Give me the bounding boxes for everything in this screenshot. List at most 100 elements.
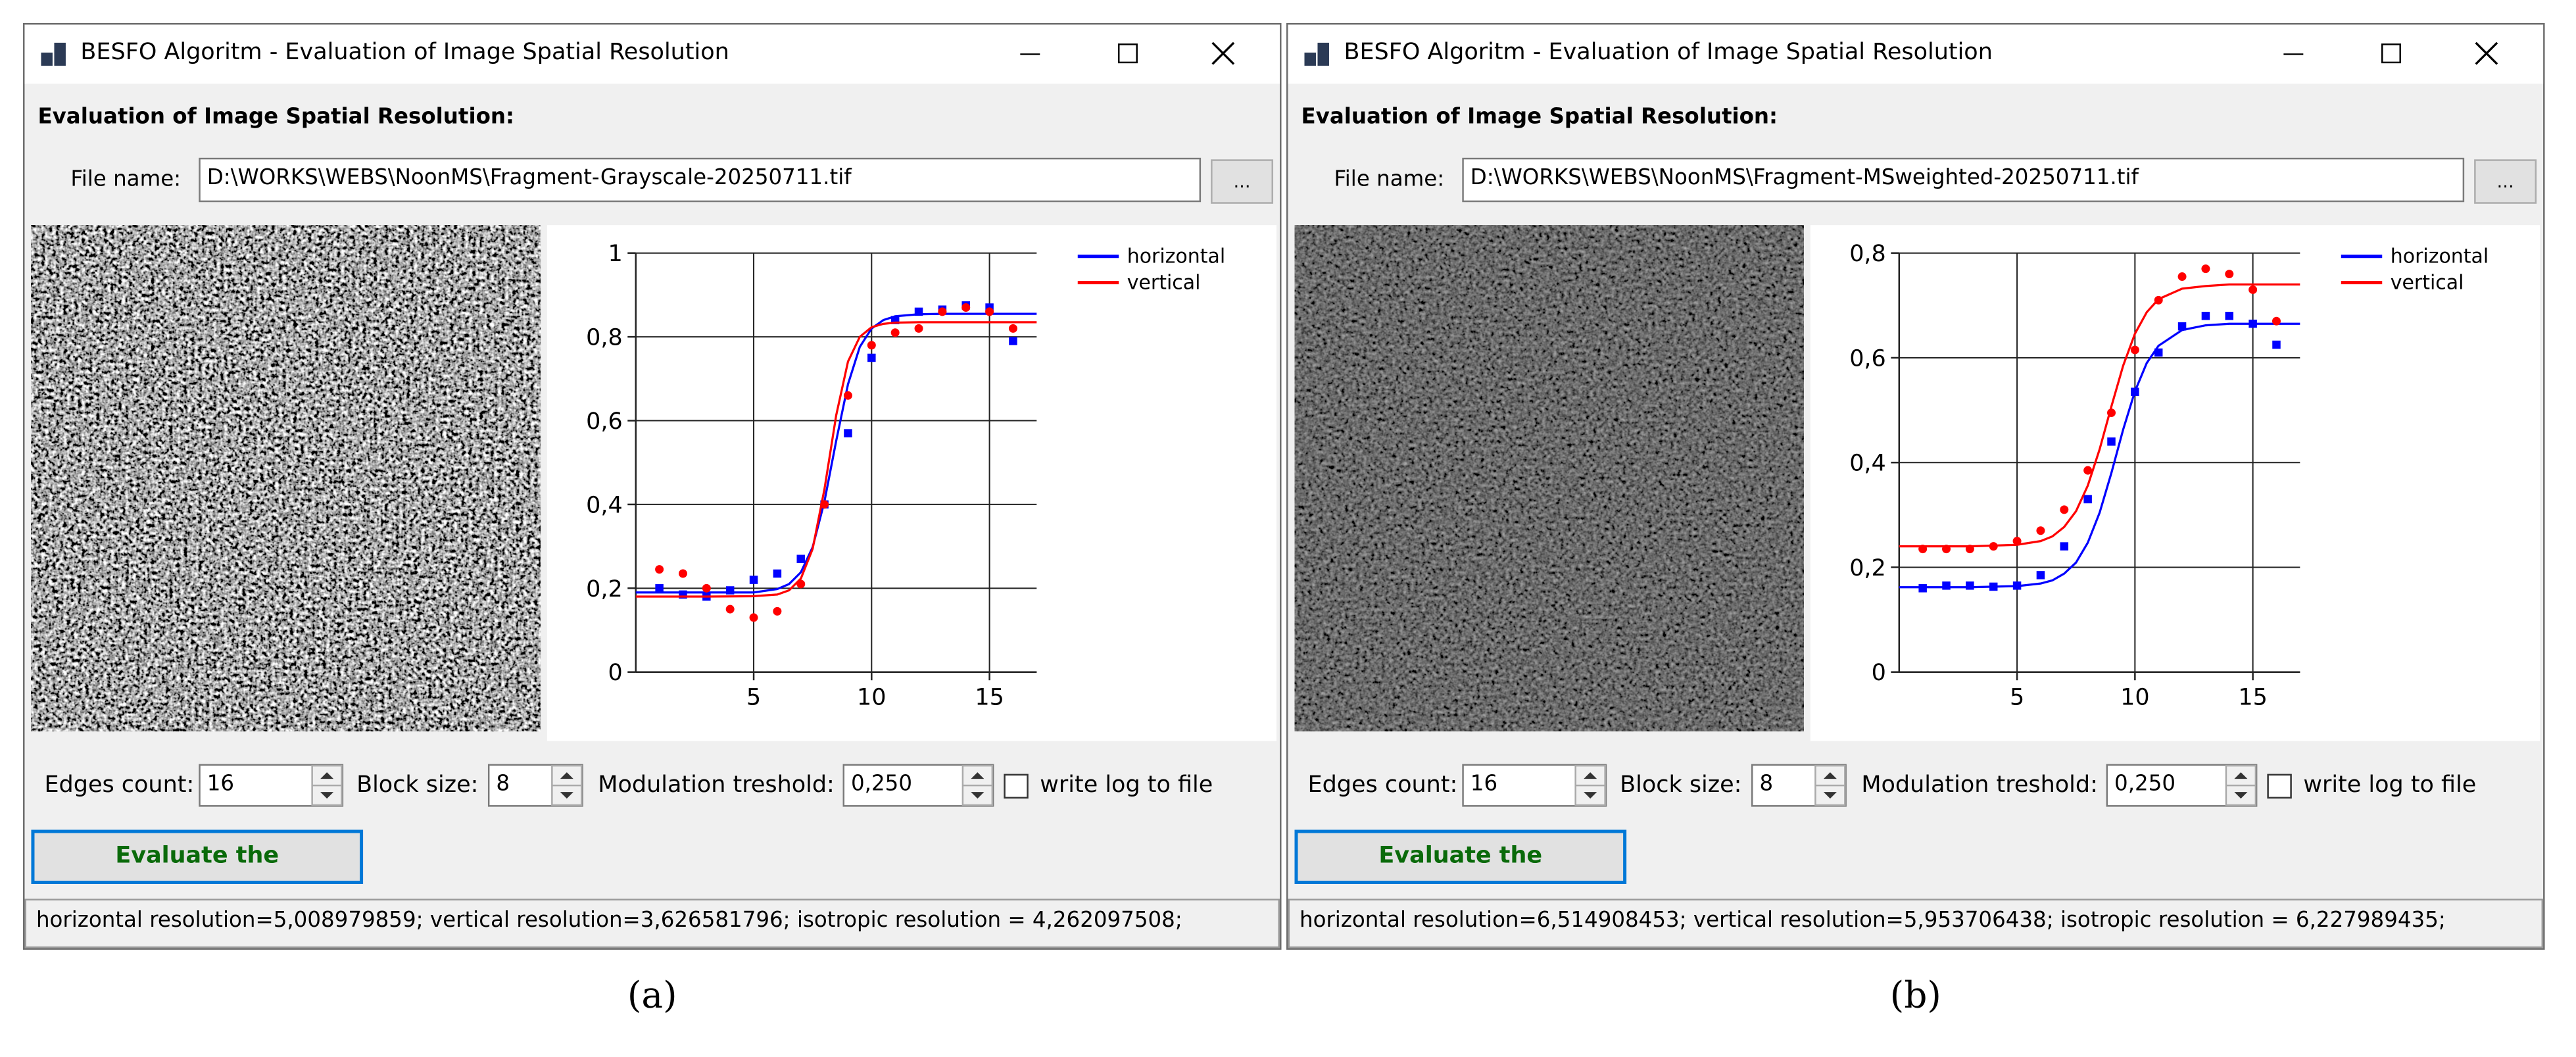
data-point bbox=[2248, 285, 2258, 294]
data-point bbox=[867, 341, 876, 350]
spin-value: 16 bbox=[1470, 772, 1498, 797]
threshold-label: Modulation treshold: bbox=[598, 772, 835, 799]
data-point bbox=[702, 583, 711, 593]
spin-up bbox=[971, 772, 984, 779]
window: BESFO Algoritm - Evaluation of Image Spa… bbox=[1286, 22, 2545, 950]
data-point bbox=[985, 307, 994, 316]
evaluate-button[interactable]: Evaluate the bbox=[1294, 829, 1627, 884]
icon-part bbox=[1304, 52, 1316, 66]
x-tick-label: 10 bbox=[2120, 685, 2150, 711]
y-tick-label: 0,8 bbox=[586, 325, 623, 351]
data-point bbox=[678, 569, 687, 578]
spin-arrows bbox=[1574, 764, 1606, 806]
block-label: Block size: bbox=[356, 772, 479, 799]
heading: Evaluation of Image Spatial Resolution: bbox=[37, 105, 515, 130]
image-texture bbox=[31, 225, 541, 731]
legend-label: horizontal bbox=[1127, 245, 1225, 268]
edges-label: Edges count: bbox=[1307, 772, 1458, 799]
log-checkbox[interactable] bbox=[2267, 774, 2292, 799]
close-button[interactable] bbox=[1211, 41, 1235, 65]
data-point bbox=[2060, 542, 2069, 551]
spin-up bbox=[560, 772, 573, 779]
app-icon bbox=[41, 42, 66, 66]
close-button[interactable] bbox=[2475, 41, 2498, 65]
spin-box[interactable]: 8 bbox=[487, 764, 583, 807]
y-tick-label: 0,2 bbox=[1849, 555, 1886, 581]
block-label: Block size: bbox=[1620, 772, 1742, 799]
maximize-button[interactable] bbox=[2381, 43, 2401, 64]
y-tick-label: 0,8 bbox=[1849, 241, 1886, 267]
x-tick-label: 5 bbox=[746, 685, 761, 711]
spin-up bbox=[1584, 772, 1597, 779]
spin-arrows bbox=[551, 764, 583, 806]
data-point bbox=[2154, 295, 2163, 305]
data-point bbox=[2107, 408, 2116, 418]
app-icon bbox=[1304, 42, 1329, 66]
data-point bbox=[2036, 526, 2045, 535]
data-point bbox=[796, 554, 805, 563]
caption: (b) bbox=[1889, 975, 1941, 1018]
data-point bbox=[2201, 264, 2210, 274]
data-point bbox=[867, 353, 876, 362]
evaluate-button[interactable]: Evaluate the bbox=[31, 829, 364, 884]
data-point bbox=[1942, 581, 1951, 590]
y-tick-label: 0 bbox=[1872, 660, 1886, 686]
file-label: File name: bbox=[70, 167, 182, 193]
browse-button[interactable]: ... bbox=[1211, 159, 1274, 204]
spin-box[interactable]: 0,250 bbox=[842, 764, 994, 807]
y-tick-label: 0,6 bbox=[586, 408, 623, 435]
y-tick-label: 0 bbox=[608, 660, 623, 686]
image-preview bbox=[1294, 225, 1804, 731]
log-checkbox-label: write log to file bbox=[2303, 772, 2477, 799]
data-point bbox=[914, 307, 923, 316]
data-point bbox=[914, 324, 923, 333]
spin-up bbox=[2234, 772, 2248, 779]
spin-box[interactable]: 8 bbox=[1751, 764, 1847, 807]
threshold-label: Modulation treshold: bbox=[1861, 772, 2098, 799]
data-point bbox=[1008, 324, 1017, 333]
data-point bbox=[2272, 316, 2281, 326]
icon-part bbox=[1317, 42, 1329, 66]
data-point bbox=[2225, 270, 2234, 279]
image-texture bbox=[1294, 225, 1804, 731]
spin-box[interactable]: 16 bbox=[199, 764, 344, 807]
spin-arrows bbox=[961, 764, 994, 806]
y-tick-label: 0,4 bbox=[586, 492, 623, 518]
data-point bbox=[2154, 348, 2163, 357]
spin-value: 16 bbox=[207, 772, 235, 797]
window-title: BESFO Algoritm - Evaluation of Image Spa… bbox=[1344, 39, 1993, 66]
log-checkbox[interactable] bbox=[1004, 774, 1029, 799]
data-point bbox=[725, 586, 735, 595]
caption: (a) bbox=[627, 975, 677, 1018]
title-bar: BESFO Algoritm - Evaluation of Image Spa… bbox=[24, 24, 1280, 84]
data-point bbox=[2272, 340, 2281, 349]
data-point bbox=[725, 604, 735, 614]
browse-button[interactable]: ... bbox=[2474, 159, 2537, 204]
spin-arrows bbox=[2225, 764, 2257, 806]
spin-value: 8 bbox=[496, 772, 510, 797]
y-tick-label: 1 bbox=[608, 241, 623, 267]
file-path-input[interactable]: D:\WORKS\WEBS\NoonMS\Fragment-Grayscale-… bbox=[199, 157, 1202, 203]
file-path-input[interactable]: D:\WORKS\WEBS\NoonMS\Fragment-MSweighted… bbox=[1462, 157, 2465, 203]
data-point bbox=[843, 391, 852, 400]
file-label: File name: bbox=[1334, 167, 1445, 193]
x-tick-label: 15 bbox=[975, 685, 1004, 711]
window-buttons bbox=[1020, 41, 1235, 65]
maximize-button[interactable] bbox=[1117, 43, 1138, 64]
spin-box[interactable]: 16 bbox=[1462, 764, 1607, 807]
data-point bbox=[2060, 505, 2069, 514]
data-point bbox=[2201, 312, 2210, 320]
spin-box[interactable]: 0,250 bbox=[2106, 764, 2258, 807]
title-bar: BESFO Algoritm - Evaluation of Image Spa… bbox=[1288, 24, 2544, 84]
y-tick-label: 0,4 bbox=[1849, 451, 1886, 477]
legend-label: horizontal bbox=[2391, 245, 2489, 268]
spin-down bbox=[560, 792, 573, 799]
data-point bbox=[890, 328, 900, 337]
x-tick-label: 15 bbox=[2238, 685, 2268, 711]
spin-down bbox=[2234, 792, 2248, 799]
result-status: horizontal resolution=5,008979859; verti… bbox=[24, 898, 1280, 948]
spin-down bbox=[1584, 792, 1597, 799]
spin-value: 0,250 bbox=[851, 772, 912, 797]
edges-label: Edges count: bbox=[44, 772, 195, 799]
